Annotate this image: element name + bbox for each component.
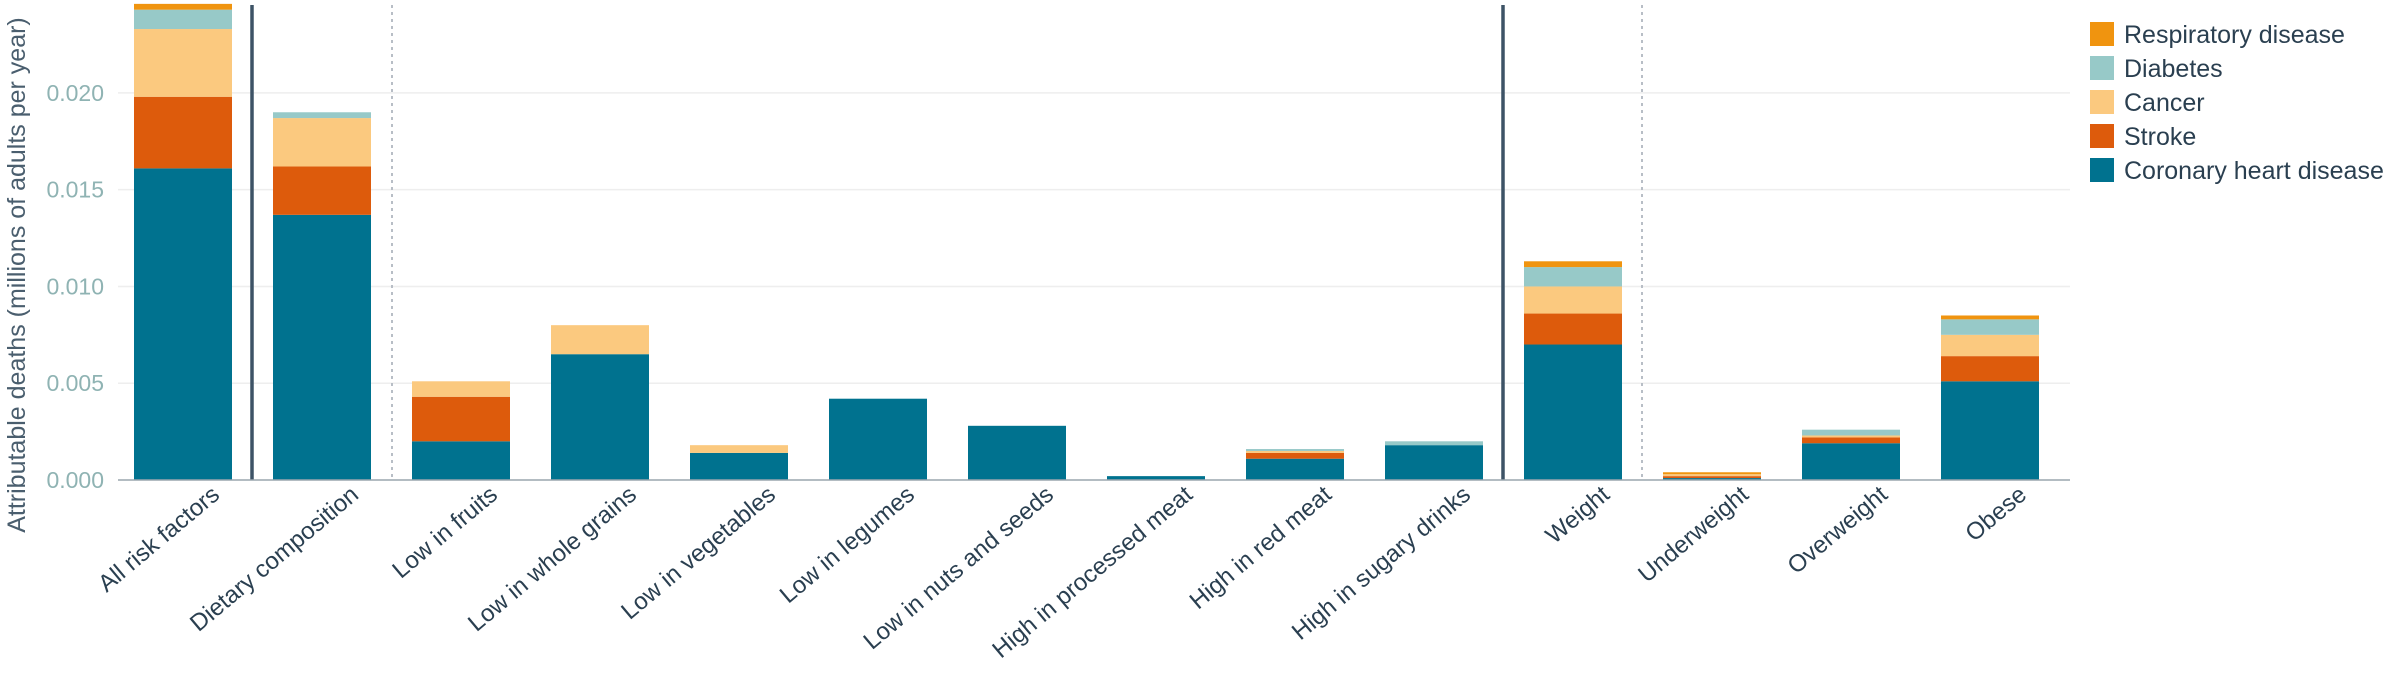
bar-segment [1524, 313, 1622, 345]
legend-label: Respiratory disease [2124, 21, 2345, 49]
bar-segment [273, 118, 371, 167]
bar-segment [690, 452, 788, 480]
y-tick-label: 0.005 [46, 370, 104, 396]
legend-swatch [2090, 124, 2114, 148]
bar-segment [1524, 344, 1622, 480]
legend-item: Respiratory disease [2090, 21, 2345, 49]
bar-segment [1941, 315, 2039, 320]
x-tick-label: Low in legumes [775, 481, 920, 609]
x-tick-label: High in red meat [1185, 481, 1337, 615]
bar-segment [273, 112, 371, 119]
bar-segment [829, 398, 927, 480]
bar-segment [1524, 267, 1622, 287]
legend: Respiratory disease Diabetes Cancer Stroke C… [2090, 21, 2384, 185]
x-tick-label: Obese [1960, 481, 2032, 547]
bar-segment [1524, 261, 1622, 268]
legend-swatch [2090, 158, 2114, 182]
x-tick-label: All risk factors [93, 481, 225, 598]
bar-segment [1941, 381, 2039, 480]
bar-segment [134, 3, 232, 10]
y-tick-label: 0.010 [46, 273, 104, 299]
bar-segment [1663, 478, 1761, 480]
bar-segment [273, 166, 371, 215]
x-tick-label: Underweight [1633, 481, 1754, 589]
bar-segment [1246, 450, 1344, 453]
y-tick-label: 0.000 [46, 467, 104, 493]
legend-label: Cancer [2124, 89, 2205, 117]
x-tick-label: Weight [1541, 481, 1615, 550]
legend-swatch [2090, 90, 2114, 114]
bar-segment [1524, 286, 1622, 314]
bar-segment [1941, 356, 2039, 382]
bar-segment [1246, 452, 1344, 459]
legend-item: Cancer [2090, 89, 2205, 117]
legend-label: Coronary heart disease [2124, 157, 2384, 185]
bar-segment [1663, 472, 1761, 475]
bar-segment [412, 396, 510, 442]
bar-segment [1107, 476, 1205, 480]
bar-segment [134, 168, 232, 481]
bar-segment [134, 96, 232, 169]
bar-segment [412, 441, 510, 480]
bar-segment [1941, 334, 2039, 357]
legend-swatch [2090, 22, 2114, 46]
bars [134, 3, 2039, 481]
legend-item: Coronary heart disease [2090, 157, 2384, 185]
legend-swatch [2090, 56, 2114, 80]
bar-segment [1802, 437, 1900, 444]
bar-segment [1246, 449, 1344, 451]
bar-segment [1802, 429, 1900, 436]
bar-segment [1385, 441, 1483, 446]
x-tick-label: Low in fruits [387, 481, 502, 584]
y-axis-label: Attributable deaths (millions of adults … [3, 17, 31, 533]
bar-segment [551, 325, 649, 355]
y-tick-label: 0.015 [46, 177, 104, 203]
bar-segment [1802, 435, 1900, 438]
bar-segment [1802, 443, 1900, 480]
y-axis-ticks: 0.000 0.005 0.010 0.015 0.020 [46, 80, 104, 493]
bar-segment [273, 214, 371, 480]
gridlines [118, 92, 2070, 384]
bar-segment [551, 354, 649, 480]
bar-segment [690, 445, 788, 453]
legend-item: Stroke [2090, 123, 2196, 151]
bar-segment [1663, 476, 1761, 479]
bar-segment [968, 425, 1066, 480]
legend-item: Diabetes [2090, 55, 2223, 83]
bar-segment [134, 29, 232, 97]
bar-segment [1663, 474, 1761, 477]
x-tick-label: Low in vegetables [616, 481, 781, 625]
bar-segment [1941, 319, 2039, 335]
legend-label: Stroke [2124, 123, 2196, 151]
bar-segment [1246, 458, 1344, 480]
bar-segment [134, 9, 232, 30]
y-tick-label: 0.020 [46, 80, 104, 106]
group-dividers [250, 5, 1643, 480]
legend-label: Diabetes [2124, 55, 2223, 83]
x-tick-label: Overweight [1783, 481, 1894, 580]
bar-segment [1385, 445, 1483, 480]
bar-segment [412, 381, 510, 397]
